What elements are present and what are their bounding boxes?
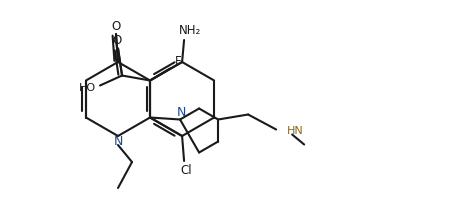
Text: O: O <box>111 19 120 32</box>
Text: HN: HN <box>287 126 304 136</box>
Text: NH₂: NH₂ <box>179 24 201 37</box>
Text: F: F <box>175 55 181 68</box>
Text: N: N <box>113 135 123 148</box>
Text: Cl: Cl <box>180 164 192 177</box>
Text: HO: HO <box>78 83 96 93</box>
Text: N: N <box>176 105 186 118</box>
Text: O: O <box>112 34 122 47</box>
